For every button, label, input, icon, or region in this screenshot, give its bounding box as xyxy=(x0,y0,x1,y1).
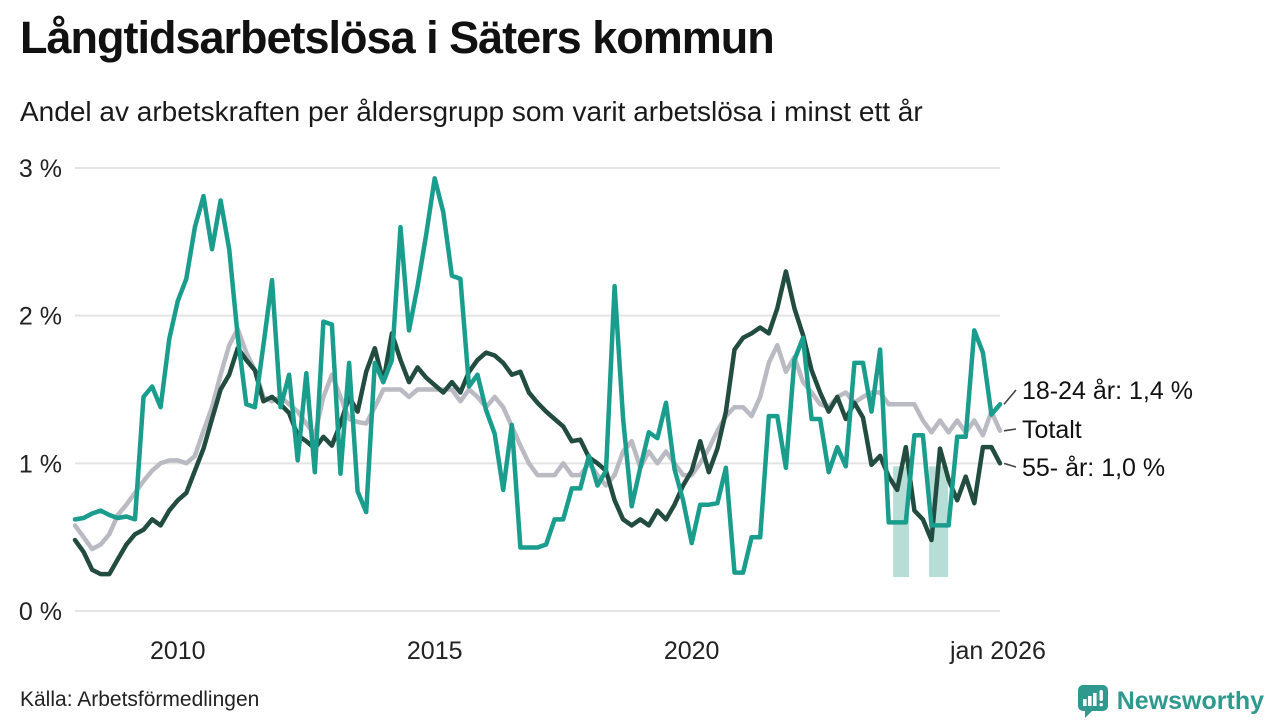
chart-subtitle: Andel av arbetskraften per åldersgrupp s… xyxy=(20,96,923,127)
series-line-55 xyxy=(72,269,1003,577)
page-title: Långtidsarbetslösa i Säters kommun xyxy=(20,12,775,63)
x-tick-label: jan 2026 xyxy=(949,637,1046,665)
series-end-label-18-24: 18-24 år: 1,4 % xyxy=(1022,377,1193,405)
y-tick-label: 2 % xyxy=(19,303,62,331)
x-tick-label: 2015 xyxy=(407,637,463,665)
y-tick-label: 3 % xyxy=(19,155,62,183)
y-tick-label: 1 % xyxy=(19,450,62,478)
label-connector-55 xyxy=(1003,462,1017,468)
x-tick-label: 2020 xyxy=(664,637,720,665)
x-tick-label: 2010 xyxy=(150,637,206,665)
newsworthy-bubble-icon xyxy=(1077,685,1108,718)
newsworthy-logo[interactable]: Newsworthy xyxy=(1076,684,1264,719)
label-connector-18-24 xyxy=(1003,389,1017,405)
series-line-18-24 xyxy=(72,176,1003,575)
source-note: Källa: Arbetsförmedlingen xyxy=(20,688,260,711)
series-end-label-55: 55- år: 1,0 % xyxy=(1022,454,1165,482)
brand-name: Newsworthy xyxy=(1116,687,1264,715)
label-connector-totalt xyxy=(1003,428,1017,432)
series-end-label-totalt: Totalt xyxy=(1022,416,1082,444)
series-line-totalt xyxy=(72,326,1003,552)
y-tick-label: 0 % xyxy=(19,598,62,626)
